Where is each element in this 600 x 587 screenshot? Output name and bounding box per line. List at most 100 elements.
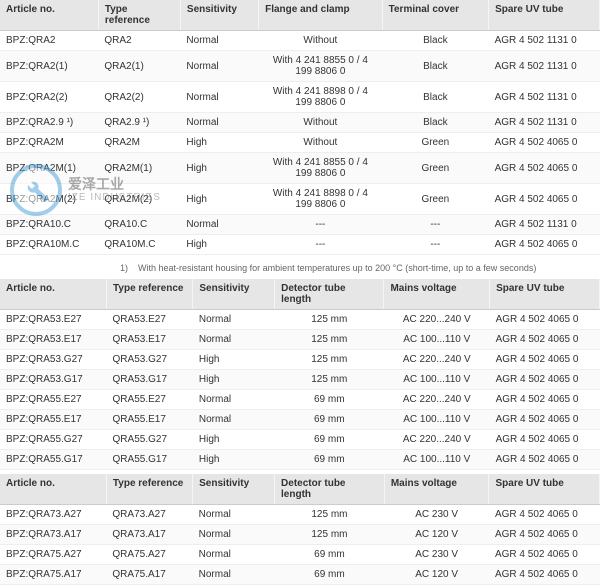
table-cell: QRA2.9 ¹) bbox=[98, 113, 180, 133]
table-cell: 69 mm bbox=[275, 390, 384, 410]
table-cell: QRA2(1) bbox=[98, 51, 180, 82]
table-cell: 125 mm bbox=[275, 350, 384, 370]
table-cell: Without bbox=[259, 113, 383, 133]
table-cell: BPZ:QRA10.C bbox=[0, 215, 98, 235]
table-cell: AGR 4 502 4065 0 bbox=[489, 235, 600, 255]
table-cell: 69 mm bbox=[275, 450, 384, 470]
table-cell: --- bbox=[259, 235, 383, 255]
footnote-text: With heat-resistant housing for ambient … bbox=[138, 263, 536, 273]
table-row: BPZ:QRA55.G27QRA55.G27High69 mmAC 220...… bbox=[0, 430, 600, 450]
table-cell: 69 mm bbox=[275, 545, 385, 565]
col-header: Flange and clamp bbox=[259, 0, 383, 31]
table-cell: BPZ:QRA2 bbox=[0, 31, 98, 51]
table-cell: Green bbox=[382, 184, 488, 215]
table-cell: BPZ:QRA2(2) bbox=[0, 82, 98, 113]
table-cell: QRA2M(1) bbox=[98, 153, 180, 184]
table-cell: BPZ:QRA53.E27 bbox=[0, 310, 107, 330]
table-cell: AC 220...240 V bbox=[384, 390, 490, 410]
table-cell: Normal bbox=[193, 505, 275, 525]
col-header: Spare UV tube bbox=[489, 474, 600, 505]
table-cell: AGR 4 502 1131 0 bbox=[489, 31, 600, 51]
col-header: Article no. bbox=[0, 474, 106, 505]
table-row: BPZ:QRA53.E17QRA53.E17Normal125 mmAC 100… bbox=[0, 330, 600, 350]
table-cell: Black bbox=[382, 82, 488, 113]
table-row: BPZ:QRA2(1)QRA2(1)NormalWith 4 241 8855 … bbox=[0, 51, 600, 82]
table-cell: QRA53.G17 bbox=[107, 370, 193, 390]
table-cell: BPZ:QRA2(1) bbox=[0, 51, 98, 82]
table-cell: AGR 4 502 1131 0 bbox=[489, 51, 600, 82]
table-cell: High bbox=[180, 184, 258, 215]
table-1-header: Article no.Type referenceSensitivityFlan… bbox=[0, 0, 600, 31]
table-cell: QRA2 bbox=[98, 31, 180, 51]
table-row: BPZ:QRA2M(1)QRA2M(1)HighWith 4 241 8855 … bbox=[0, 153, 600, 184]
table-row: BPZ:QRA2QRA2NormalWithoutBlackAGR 4 502 … bbox=[0, 31, 600, 51]
table-row: BPZ:QRA55.E27QRA55.E27Normal69 mmAC 220.… bbox=[0, 390, 600, 410]
table-cell: Normal bbox=[180, 82, 258, 113]
table-row: BPZ:QRA75.A27QRA75.A27Normal69 mmAC 230 … bbox=[0, 545, 600, 565]
table-cell: AC 220...240 V bbox=[384, 310, 490, 330]
table-cell: AGR 4 502 4065 0 bbox=[489, 525, 600, 545]
table-cell: QRA2(2) bbox=[98, 82, 180, 113]
table-cell: AGR 4 502 1131 0 bbox=[489, 113, 600, 133]
table-3: Article no.Type referenceSensitivityDete… bbox=[0, 474, 600, 585]
table-row: BPZ:QRA53.G17QRA53.G17High125 mmAC 100..… bbox=[0, 370, 600, 390]
table-cell: AC 120 V bbox=[384, 525, 489, 545]
table-3-body: BPZ:QRA73.A27QRA73.A27Normal125 mmAC 230… bbox=[0, 505, 600, 585]
table-cell: Normal bbox=[193, 565, 275, 585]
table-cell: QRA53.E27 bbox=[107, 310, 193, 330]
table-cell: With 4 241 8855 0 / 4 199 8806 0 bbox=[259, 153, 383, 184]
table-cell: 125 mm bbox=[275, 330, 384, 350]
table-cell: QRA10.C bbox=[98, 215, 180, 235]
table-cell: BPZ:QRA2M bbox=[0, 133, 98, 153]
table-row: BPZ:QRA55.G17QRA55.G17High69 mmAC 100...… bbox=[0, 450, 600, 470]
table-cell: Normal bbox=[180, 215, 258, 235]
table-cell: 125 mm bbox=[275, 525, 385, 545]
table-cell: High bbox=[180, 133, 258, 153]
table-cell: QRA10M.C bbox=[98, 235, 180, 255]
table-row: BPZ:QRA73.A27QRA73.A27Normal125 mmAC 230… bbox=[0, 505, 600, 525]
table-cell: BPZ:QRA75.A27 bbox=[0, 545, 106, 565]
table-row: BPZ:QRA10.CQRA10.CNormal------AGR 4 502 … bbox=[0, 215, 600, 235]
table-cell: AGR 4 502 4065 0 bbox=[489, 565, 600, 585]
table-cell: 69 mm bbox=[275, 430, 384, 450]
table-cell: AC 100...110 V bbox=[384, 450, 490, 470]
table-cell: Green bbox=[382, 153, 488, 184]
table-row: BPZ:QRA53.E27QRA53.E27Normal125 mmAC 220… bbox=[0, 310, 600, 330]
table-cell: 125 mm bbox=[275, 370, 384, 390]
table-cell: AGR 4 502 4065 0 bbox=[490, 450, 600, 470]
table-cell: BPZ:QRA53.E17 bbox=[0, 330, 107, 350]
col-header: Type reference bbox=[107, 279, 193, 310]
table-cell: QRA55.G27 bbox=[107, 430, 193, 450]
table-cell: High bbox=[193, 450, 275, 470]
table-cell: --- bbox=[382, 235, 488, 255]
table-cell: AGR 4 502 4065 0 bbox=[489, 133, 600, 153]
table-cell: High bbox=[193, 370, 275, 390]
table-cell: AGR 4 502 4065 0 bbox=[490, 350, 600, 370]
col-header: Sensitivity bbox=[180, 0, 258, 31]
table-row: BPZ:QRA2M(2)QRA2M(2)HighWith 4 241 8898 … bbox=[0, 184, 600, 215]
col-header: Detector tube length bbox=[275, 474, 385, 505]
table-cell: Without bbox=[259, 31, 383, 51]
table-cell: QRA2M bbox=[98, 133, 180, 153]
table-1: Article no.Type referenceSensitivityFlan… bbox=[0, 0, 600, 255]
table-cell: BPZ:QRA2M(2) bbox=[0, 184, 98, 215]
table-cell: AC 100...110 V bbox=[384, 410, 490, 430]
table-cell: AC 220...240 V bbox=[384, 430, 490, 450]
col-header: Spare UV tube bbox=[490, 279, 600, 310]
table-cell: Green bbox=[382, 133, 488, 153]
footnote-marker: 1) bbox=[120, 263, 128, 273]
table-cell: --- bbox=[259, 215, 383, 235]
table-cell: AGR 4 502 4065 0 bbox=[490, 310, 600, 330]
table-cell: High bbox=[193, 350, 275, 370]
table-cell: AC 230 V bbox=[384, 545, 489, 565]
table-cell: Normal bbox=[193, 410, 275, 430]
table-2-body: BPZ:QRA53.E27QRA53.E27Normal125 mmAC 220… bbox=[0, 310, 600, 470]
table-row: BPZ:QRA2MQRA2MHighWithoutGreenAGR 4 502 … bbox=[0, 133, 600, 153]
table-cell: QRA2M(2) bbox=[98, 184, 180, 215]
table-cell: --- bbox=[382, 215, 488, 235]
table-cell: 69 mm bbox=[275, 565, 385, 585]
table-cell: Black bbox=[382, 51, 488, 82]
table-row: BPZ:QRA53.G27QRA53.G27High125 mmAC 220..… bbox=[0, 350, 600, 370]
table-cell: AGR 4 502 4065 0 bbox=[490, 410, 600, 430]
table-cell: QRA75.A27 bbox=[106, 545, 192, 565]
